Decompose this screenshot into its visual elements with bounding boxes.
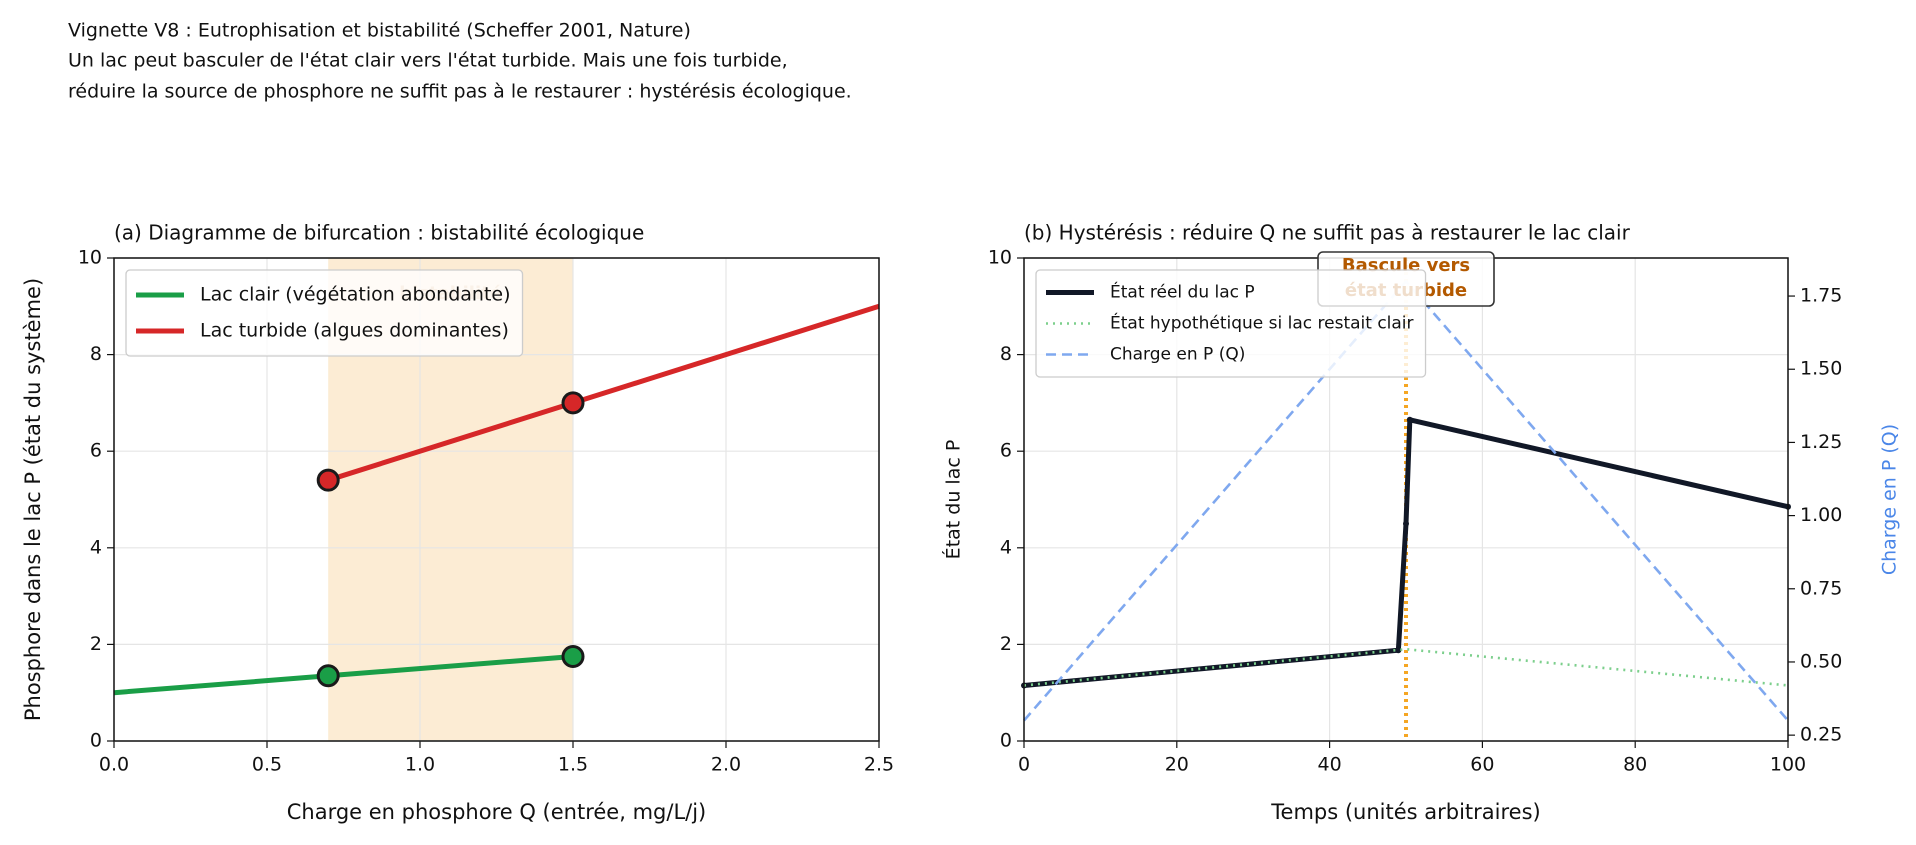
- y-tick-label: 6: [1000, 440, 1012, 462]
- y2-tick-label: 1.75: [1800, 285, 1842, 307]
- x-tick-label: 0.5: [252, 754, 282, 776]
- legend-label: État hypothétique si lac restait clair: [1110, 312, 1414, 334]
- equilibrium-point: [316, 468, 340, 492]
- x-tick-label: 1.5: [558, 754, 588, 776]
- suptitle-line: Vignette V8 : Eutrophisation et bistabil…: [68, 20, 691, 42]
- y-tick-label: 0: [1000, 730, 1012, 752]
- equilibrium-point: [561, 391, 585, 415]
- x-tick-label: 60: [1470, 754, 1494, 776]
- legend: Lac clair (végétation abondante) Lac turb…: [125, 269, 524, 357]
- x-tick-label: 0: [1018, 754, 1030, 776]
- y-tick-label: 4: [1000, 536, 1012, 558]
- y2-tick-label: 1.25: [1800, 431, 1842, 453]
- series-marker: [1406, 416, 1413, 423]
- x-tick-label: 0.0: [99, 754, 129, 776]
- y-tick-label: 8: [90, 343, 102, 365]
- axes-title: (b) Hystérésis : réduire Q ne suffit pas…: [1024, 221, 1631, 245]
- series-marker: [1395, 647, 1402, 654]
- x-axis-label: Charge en phosphore Q (entrée, mg/L/j): [287, 800, 707, 824]
- y2-tick-label: 0.50: [1800, 650, 1842, 672]
- x-tick-label: 2.5: [864, 754, 894, 776]
- y-tick-label: 2: [1000, 633, 1012, 655]
- y-axis-label: État du lac P: [942, 440, 965, 560]
- legend-label: Lac clair (végétation abondante): [200, 284, 511, 306]
- x-tick-label: 2.0: [711, 754, 741, 776]
- y-tick-label: 8: [1000, 343, 1012, 365]
- x-axis-label: Temps (unités arbitraires): [1270, 800, 1540, 824]
- x-tick-label: 80: [1623, 754, 1647, 776]
- equilibrium-point: [561, 644, 585, 668]
- y-tick-label: 10: [988, 247, 1012, 269]
- suptitle-line: réduire la source de phosphore ne suffit…: [68, 81, 852, 103]
- suptitle-line: Un lac peut basculer de l'état clair ver…: [68, 50, 788, 72]
- series-marker: [1403, 520, 1409, 527]
- y-tick-label: 10: [78, 247, 102, 269]
- legend-box: [125, 269, 524, 357]
- equilibrium-point: [316, 664, 340, 688]
- axes-title: (a) Diagramme de bifurcation : bistabili…: [114, 221, 644, 245]
- y-axis-label: Phosphore dans le lac P (état du système…: [21, 278, 45, 721]
- y2-tick-label: 1.50: [1800, 358, 1842, 380]
- x-tick-label: 40: [1318, 754, 1342, 776]
- y2-axis-label: Charge en P (Q): [1879, 424, 1901, 575]
- y-tick-label: 0: [90, 730, 102, 752]
- series-line: [1023, 647, 1789, 687]
- legend-box: [1035, 269, 1427, 378]
- y2-tick-label: 0.25: [1800, 724, 1842, 746]
- y-tick-label: 6: [90, 440, 102, 462]
- legend-label: Charge en P (Q): [1110, 345, 1245, 365]
- y2-tick-label: 0.75: [1800, 577, 1842, 599]
- y-tick-label: 2: [90, 633, 102, 655]
- y2-tick-label: 1.00: [1800, 504, 1842, 526]
- legend-label: Lac turbide (algues dominantes): [200, 320, 509, 342]
- legend-label: État réel du lac P: [1110, 281, 1255, 303]
- x-tick-label: 1.0: [405, 754, 435, 776]
- x-tick-label: 100: [1770, 754, 1806, 776]
- x-tick-label: 20: [1165, 754, 1189, 776]
- y-tick-label: 4: [90, 536, 102, 558]
- legend: État réel du lac P État hypothétique si l…: [1035, 269, 1427, 378]
- axes-frame: [113, 257, 880, 742]
